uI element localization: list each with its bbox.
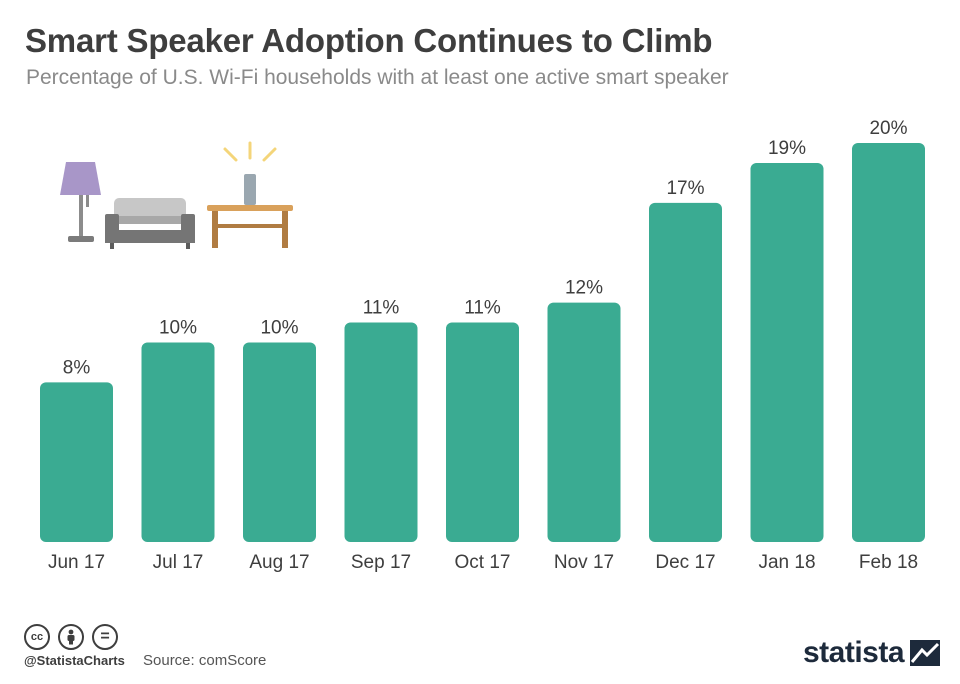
cc-icon: cc [24, 624, 50, 650]
bar-value-label: 10% [159, 318, 197, 339]
statista-logo-text: statista [803, 636, 905, 669]
bar-jun-17 [40, 382, 113, 542]
sofa-icon [105, 198, 195, 249]
statista-logo[interactable]: statista [803, 636, 941, 670]
bar-sep-17 [344, 322, 418, 542]
bar-jul-17 [141, 342, 215, 542]
x-tick-label: Dec 17 [655, 552, 715, 573]
x-tick-label: Aug 17 [249, 552, 309, 573]
bar-value-label: 12% [565, 278, 603, 299]
living-room-illustration [60, 141, 293, 249]
chart-subtitle: Percentage of U.S. Wi-Fi households with… [26, 66, 729, 89]
x-tick-label: Jun 17 [48, 552, 105, 573]
bar-chart: 8% Jun 17 10% Jul 17 10% Aug 17 11% Sep 17 11% Oc… [40, 118, 925, 573]
table-icon [207, 205, 293, 248]
by-icon [58, 624, 84, 650]
bar-value-label: 11% [363, 298, 400, 319]
x-tick-label: Feb 18 [859, 552, 918, 573]
bar-value-label: 19% [768, 138, 806, 159]
bar-value-label: 20% [869, 118, 907, 139]
bar-value-label: 11% [464, 298, 501, 319]
smart-speaker-icon [223, 141, 277, 205]
bar-oct-17 [446, 322, 519, 542]
bar-value-label: 17% [666, 178, 704, 199]
chart-title: Smart Speaker Adoption Continues to Clim… [25, 22, 713, 59]
nd-icon: = [92, 624, 118, 650]
bar-feb-18 [852, 143, 925, 542]
lamp-icon [60, 162, 101, 242]
bar-dec-17 [649, 202, 722, 542]
source-note: Source: comScore [143, 652, 267, 669]
statista-logo-icon [910, 640, 941, 666]
license-icons: cc = [24, 624, 118, 650]
bar-nov-17 [547, 302, 621, 542]
twitter-handle[interactable]: @StatistaCharts [24, 653, 125, 668]
x-tick-label: Sep 17 [351, 552, 411, 573]
bar-jan-18 [750, 162, 824, 542]
x-tick-label: Nov 17 [554, 552, 614, 573]
x-tick-label: Jan 18 [758, 552, 815, 573]
bar-value-label: 8% [63, 357, 91, 378]
x-tick-label: Jul 17 [153, 552, 204, 573]
bar-value-label: 10% [260, 318, 298, 339]
bar-aug-17 [243, 342, 316, 542]
x-tick-label: Oct 17 [455, 552, 511, 573]
